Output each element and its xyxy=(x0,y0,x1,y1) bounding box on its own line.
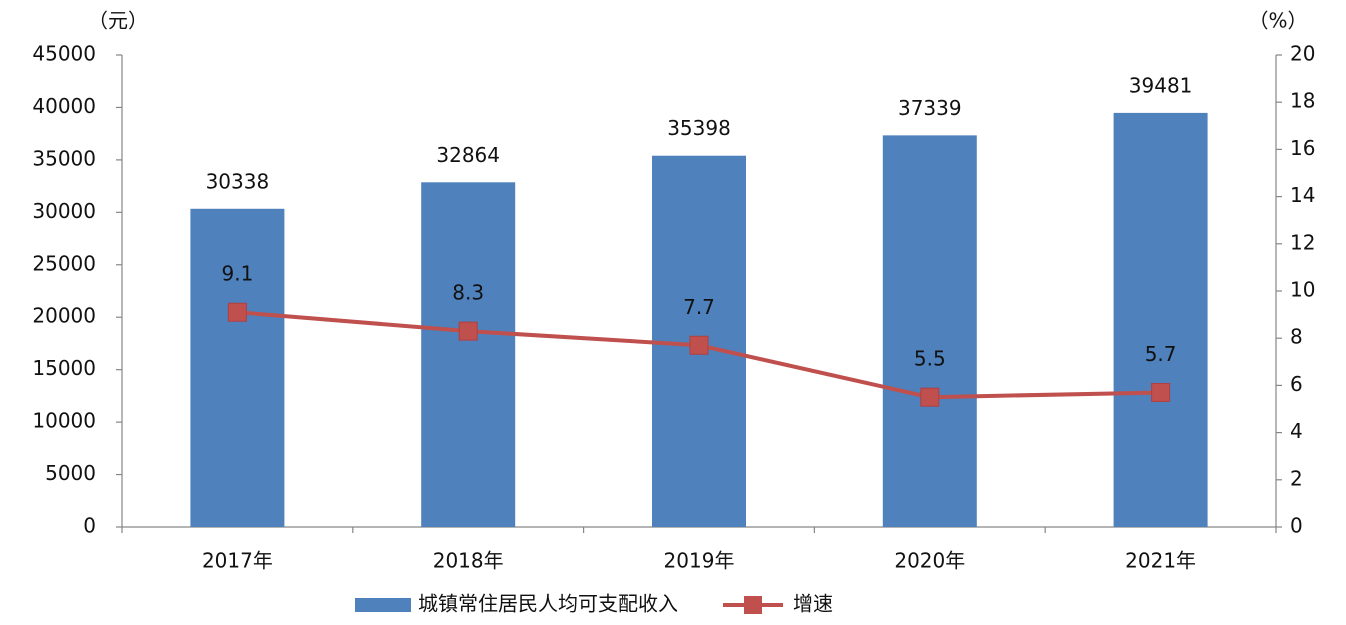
bar xyxy=(1113,112,1208,527)
legend-swatch xyxy=(355,598,411,612)
y-tick-label: 10000 xyxy=(32,409,96,433)
bar xyxy=(190,208,285,527)
y-tick-label: 30000 xyxy=(32,199,96,223)
line-marker xyxy=(227,302,247,322)
y2-tick-label: 12 xyxy=(1290,230,1315,254)
bar-value-label: 37339 xyxy=(898,96,962,120)
x-tick-label: 2019年 xyxy=(664,549,735,573)
bar xyxy=(882,135,977,527)
y2-axis-unit: （%） xyxy=(1248,9,1307,33)
y-tick-label: 25000 xyxy=(32,251,96,275)
y2-tick-label: 4 xyxy=(1290,419,1303,443)
line-value-label: 7.7 xyxy=(683,295,715,319)
y2-tick-label: 16 xyxy=(1290,136,1315,160)
bar xyxy=(421,182,516,527)
y2-tick-label: 18 xyxy=(1290,89,1315,113)
line-marker xyxy=(1151,382,1171,402)
line-value-label: 9.1 xyxy=(221,262,253,286)
line-value-label: 8.3 xyxy=(452,281,484,305)
y-tick-label: 20000 xyxy=(32,304,96,328)
line-value-label: 5.7 xyxy=(1145,342,1177,366)
bar-value-label: 39481 xyxy=(1129,73,1193,97)
y2-tick-label: 8 xyxy=(1290,325,1303,349)
y2-tick-label: 2 xyxy=(1290,466,1303,490)
y-tick-label: 5000 xyxy=(45,461,96,485)
line-marker xyxy=(458,321,478,341)
y-tick-label: 35000 xyxy=(32,146,96,170)
y-tick-label: 15000 xyxy=(32,356,96,380)
y2-tick-label: 20 xyxy=(1290,42,1315,66)
line-marker xyxy=(689,335,709,355)
y-tick-label: 45000 xyxy=(32,42,96,66)
line-value-label: 5.5 xyxy=(914,347,946,371)
y-tick-label: 40000 xyxy=(32,94,96,118)
y2-tick-label: 14 xyxy=(1290,183,1315,207)
y-tick-label: 0 xyxy=(83,514,96,538)
y2-tick-label: 6 xyxy=(1290,372,1303,396)
legend-label: 城镇常住居民人均可支配收入 xyxy=(418,592,678,616)
bar-value-label: 32864 xyxy=(436,143,500,167)
legend-label: 增速 xyxy=(793,592,833,616)
bar-value-label: 35398 xyxy=(667,116,731,140)
x-tick-label: 2017年 xyxy=(202,549,273,573)
x-tick-label: 2018年 xyxy=(433,549,504,573)
legend-swatch xyxy=(744,596,762,614)
line-marker xyxy=(920,387,940,407)
x-tick-label: 2021年 xyxy=(1125,549,1196,573)
bar-value-label: 30338 xyxy=(206,169,270,193)
y2-tick-label: 10 xyxy=(1290,278,1315,302)
y2-tick-label: 0 xyxy=(1290,514,1303,538)
y-axis-unit: （元） xyxy=(88,9,148,33)
x-tick-label: 2020年 xyxy=(894,549,965,573)
